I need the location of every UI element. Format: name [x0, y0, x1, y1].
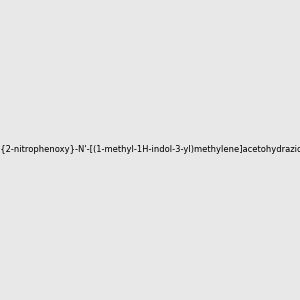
- Text: 2-{2-nitrophenoxy}-N'-[(1-methyl-1H-indol-3-yl)methylene]acetohydrazide: 2-{2-nitrophenoxy}-N'-[(1-methyl-1H-indo…: [0, 146, 300, 154]
